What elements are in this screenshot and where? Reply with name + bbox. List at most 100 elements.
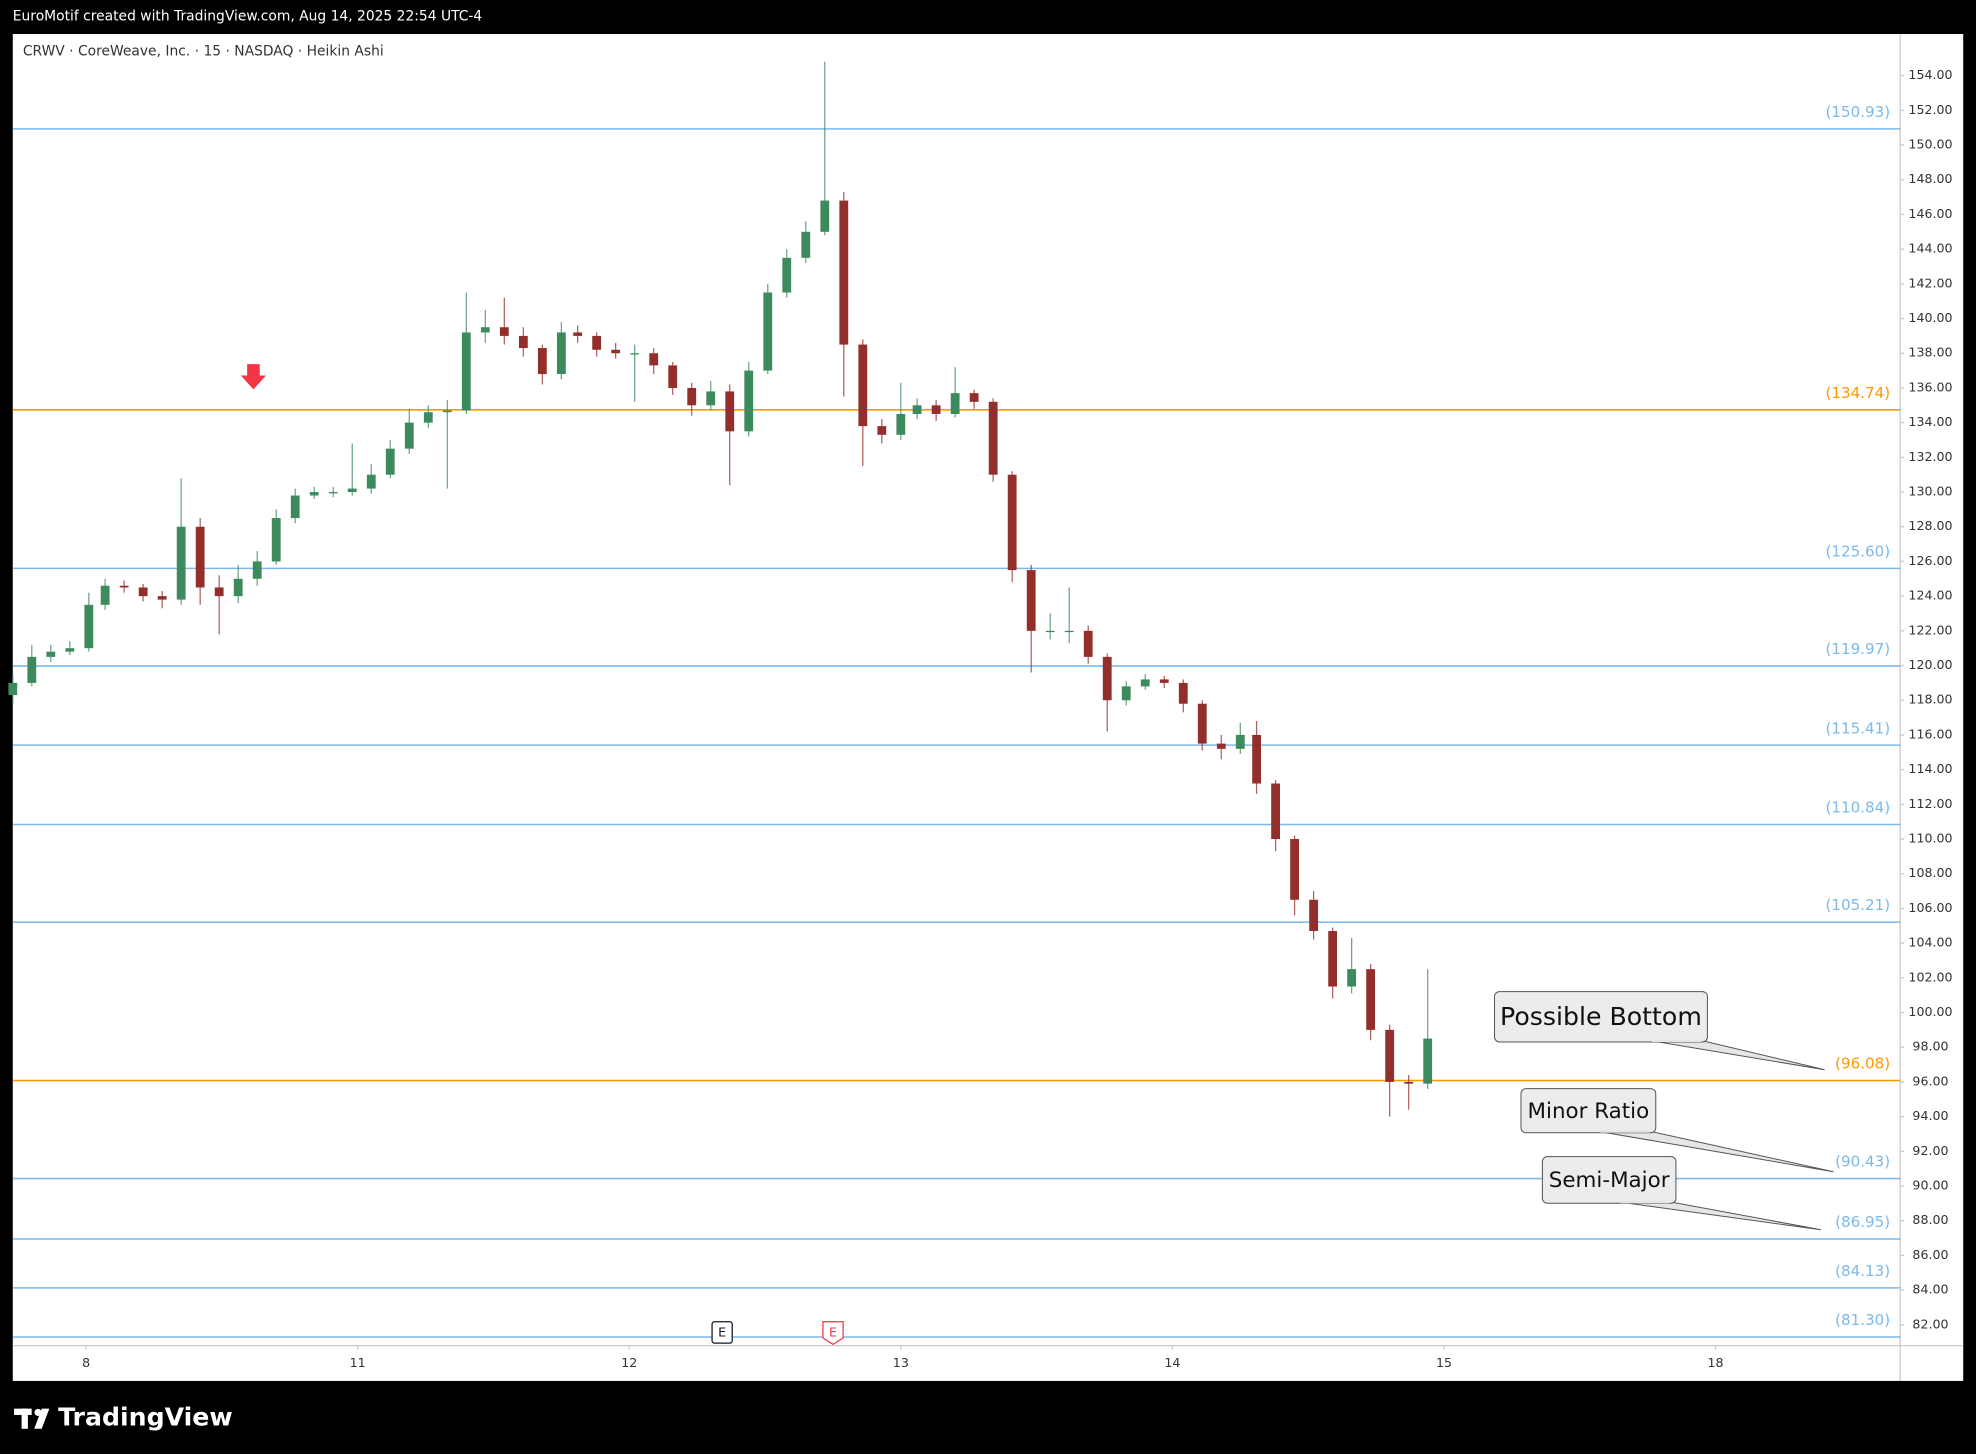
y-tick-label: 112.00 [1908,796,1952,811]
x-tick-label: 8 [82,1355,90,1370]
candle-body [1159,679,1169,683]
candle-body [706,391,716,406]
y-tick-label: 104.00 [1908,935,1952,950]
y-tick-label: 116.00 [1908,726,1952,741]
y-tick-label: 132.00 [1908,449,1952,464]
x-tick-label: 15 [1436,1355,1452,1370]
y-tick-label: 86.00 [1912,1247,1948,1262]
candle-body [1309,899,1319,931]
candle-body [877,426,887,435]
candle-body [801,231,811,258]
candle-body [1423,1038,1433,1084]
chart-title: CRWV · CoreWeave, Inc. · 15 · NASDAQ · H… [23,44,384,60]
candle-body [404,422,414,449]
candle-body [1140,679,1150,687]
candle-body [950,393,960,414]
candle-body [1271,783,1281,840]
y-tick-label: 92.00 [1912,1143,1948,1158]
x-tick-label: 12 [621,1355,637,1370]
candles [8,61,1433,1117]
x-tick-label: 13 [893,1355,909,1370]
candle-body [65,648,75,652]
x-tick-label: 18 [1708,1355,1724,1370]
candle-body [461,332,471,411]
event-marker [711,1321,733,1344]
candle-body [271,518,281,562]
y-tick-label: 130.00 [1908,484,1952,499]
y-tick-label: 98.00 [1912,1039,1948,1054]
y-tick-label: 148.00 [1908,171,1952,186]
y-tick-label: 142.00 [1908,275,1952,290]
candle-body [499,327,509,336]
candle-body [611,349,621,354]
candle-body [1007,474,1017,571]
event-label: E [718,1325,726,1340]
y-tick-label: 126.00 [1908,553,1952,568]
candle-body [687,387,697,406]
level-label: (90.43) [1835,1153,1890,1171]
candle-body [1235,734,1245,749]
candle-body [347,488,357,493]
y-tick-label: 128.00 [1908,518,1952,533]
candle-body [1026,570,1036,631]
candle-body [214,587,224,597]
candle-body [556,332,566,375]
y-tick-label: 90.00 [1912,1178,1948,1193]
candle-body [1347,969,1357,987]
logo-stem [21,1408,28,1429]
candle-body [1290,839,1300,900]
y-tick-label: 102.00 [1908,969,1952,984]
level-label: (119.97) [1825,640,1890,658]
candle-body [1404,1081,1414,1084]
y-tick-label: 150.00 [1908,137,1952,152]
y-tick-label: 108.00 [1908,865,1952,880]
y-tick-label: 134.00 [1908,414,1952,429]
callout-box [1520,1088,1657,1134]
y-tick-label: 100.00 [1908,1004,1952,1019]
level-label: (134.74) [1825,384,1890,402]
level-label: (125.60) [1825,543,1890,561]
candle-body [1216,743,1226,749]
y-tick-label: 106.00 [1908,900,1952,915]
level-label: (110.84) [1825,799,1890,817]
candle-body [1064,630,1074,633]
y-tick-label: 120.00 [1908,657,1952,672]
level-label: (105.21) [1825,896,1890,914]
callout-text: Possible Bottom [1500,1002,1702,1031]
candle-body [442,410,452,413]
candle-body [858,344,868,427]
logo-slash [34,1408,50,1429]
candle-body [233,578,243,597]
y-tick-label: 138.00 [1908,345,1952,360]
y-tick-label: 154.00 [1908,67,1952,82]
candle-body [668,365,678,388]
y-tick-label: 96.00 [1912,1073,1948,1088]
candle-body [931,405,941,414]
candle-body [1083,630,1093,657]
level-label: (96.08) [1835,1055,1890,1073]
y-tick-label: 94.00 [1912,1108,1948,1123]
candle-body [782,257,792,293]
y-tick-label: 114.00 [1908,761,1952,776]
header: EuroMotif created with TradingView.com, … [13,8,483,24]
candle-body [839,200,849,345]
y-tick-label: 140.00 [1908,310,1952,325]
candle-body [1252,734,1261,784]
candle-body [744,370,754,432]
candle-body [1102,656,1112,701]
y-tick-label: 122.00 [1908,622,1952,637]
footer-logo: TradingView [14,1403,233,1432]
candle-body [592,335,602,350]
event-label: E [829,1325,837,1340]
candle-body [8,682,18,696]
logo-text: TradingView [58,1403,232,1432]
y-tick-label: 136.00 [1908,379,1952,394]
candle-body [309,492,319,496]
candle-body [100,585,110,605]
candle-body [385,448,395,475]
candle-body [46,651,56,657]
candle-body [27,656,37,683]
y-tick-label: 110.00 [1908,831,1952,846]
